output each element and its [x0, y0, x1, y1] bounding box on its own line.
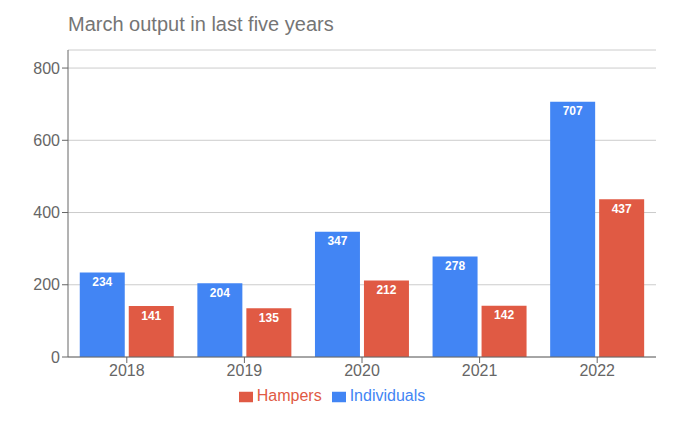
svg-text:135: 135	[259, 311, 279, 325]
svg-text:347: 347	[327, 234, 347, 248]
html-text:Individuals: Individuals	[349, 387, 426, 404]
svg-text:2019: 2019	[227, 362, 263, 379]
svg-text:2020: 2020	[344, 362, 380, 379]
svg-text:2022: 2022	[579, 362, 615, 379]
svg-text:200: 200	[33, 276, 60, 293]
svg-text:141: 141	[141, 309, 161, 323]
svg-text:2021: 2021	[462, 362, 498, 379]
svg-text:600: 600	[33, 132, 60, 149]
svg-text:204: 204	[210, 286, 230, 300]
svg-text:2018: 2018	[109, 362, 145, 379]
html-text:Hampers: Hampers	[256, 387, 322, 404]
svg-text:278: 278	[445, 259, 465, 273]
svg-text:0: 0	[51, 349, 60, 366]
svg-text:212: 212	[376, 283, 396, 297]
svg-text:400: 400	[33, 204, 60, 221]
svg-text:800: 800	[33, 60, 60, 77]
svg-text:142: 142	[494, 308, 514, 322]
svg-text:437: 437	[612, 202, 632, 216]
svg-text:707: 707	[563, 104, 583, 118]
svg-text:234: 234	[92, 275, 112, 289]
html-text:March output in last five year: March output in last five years	[68, 13, 334, 35]
